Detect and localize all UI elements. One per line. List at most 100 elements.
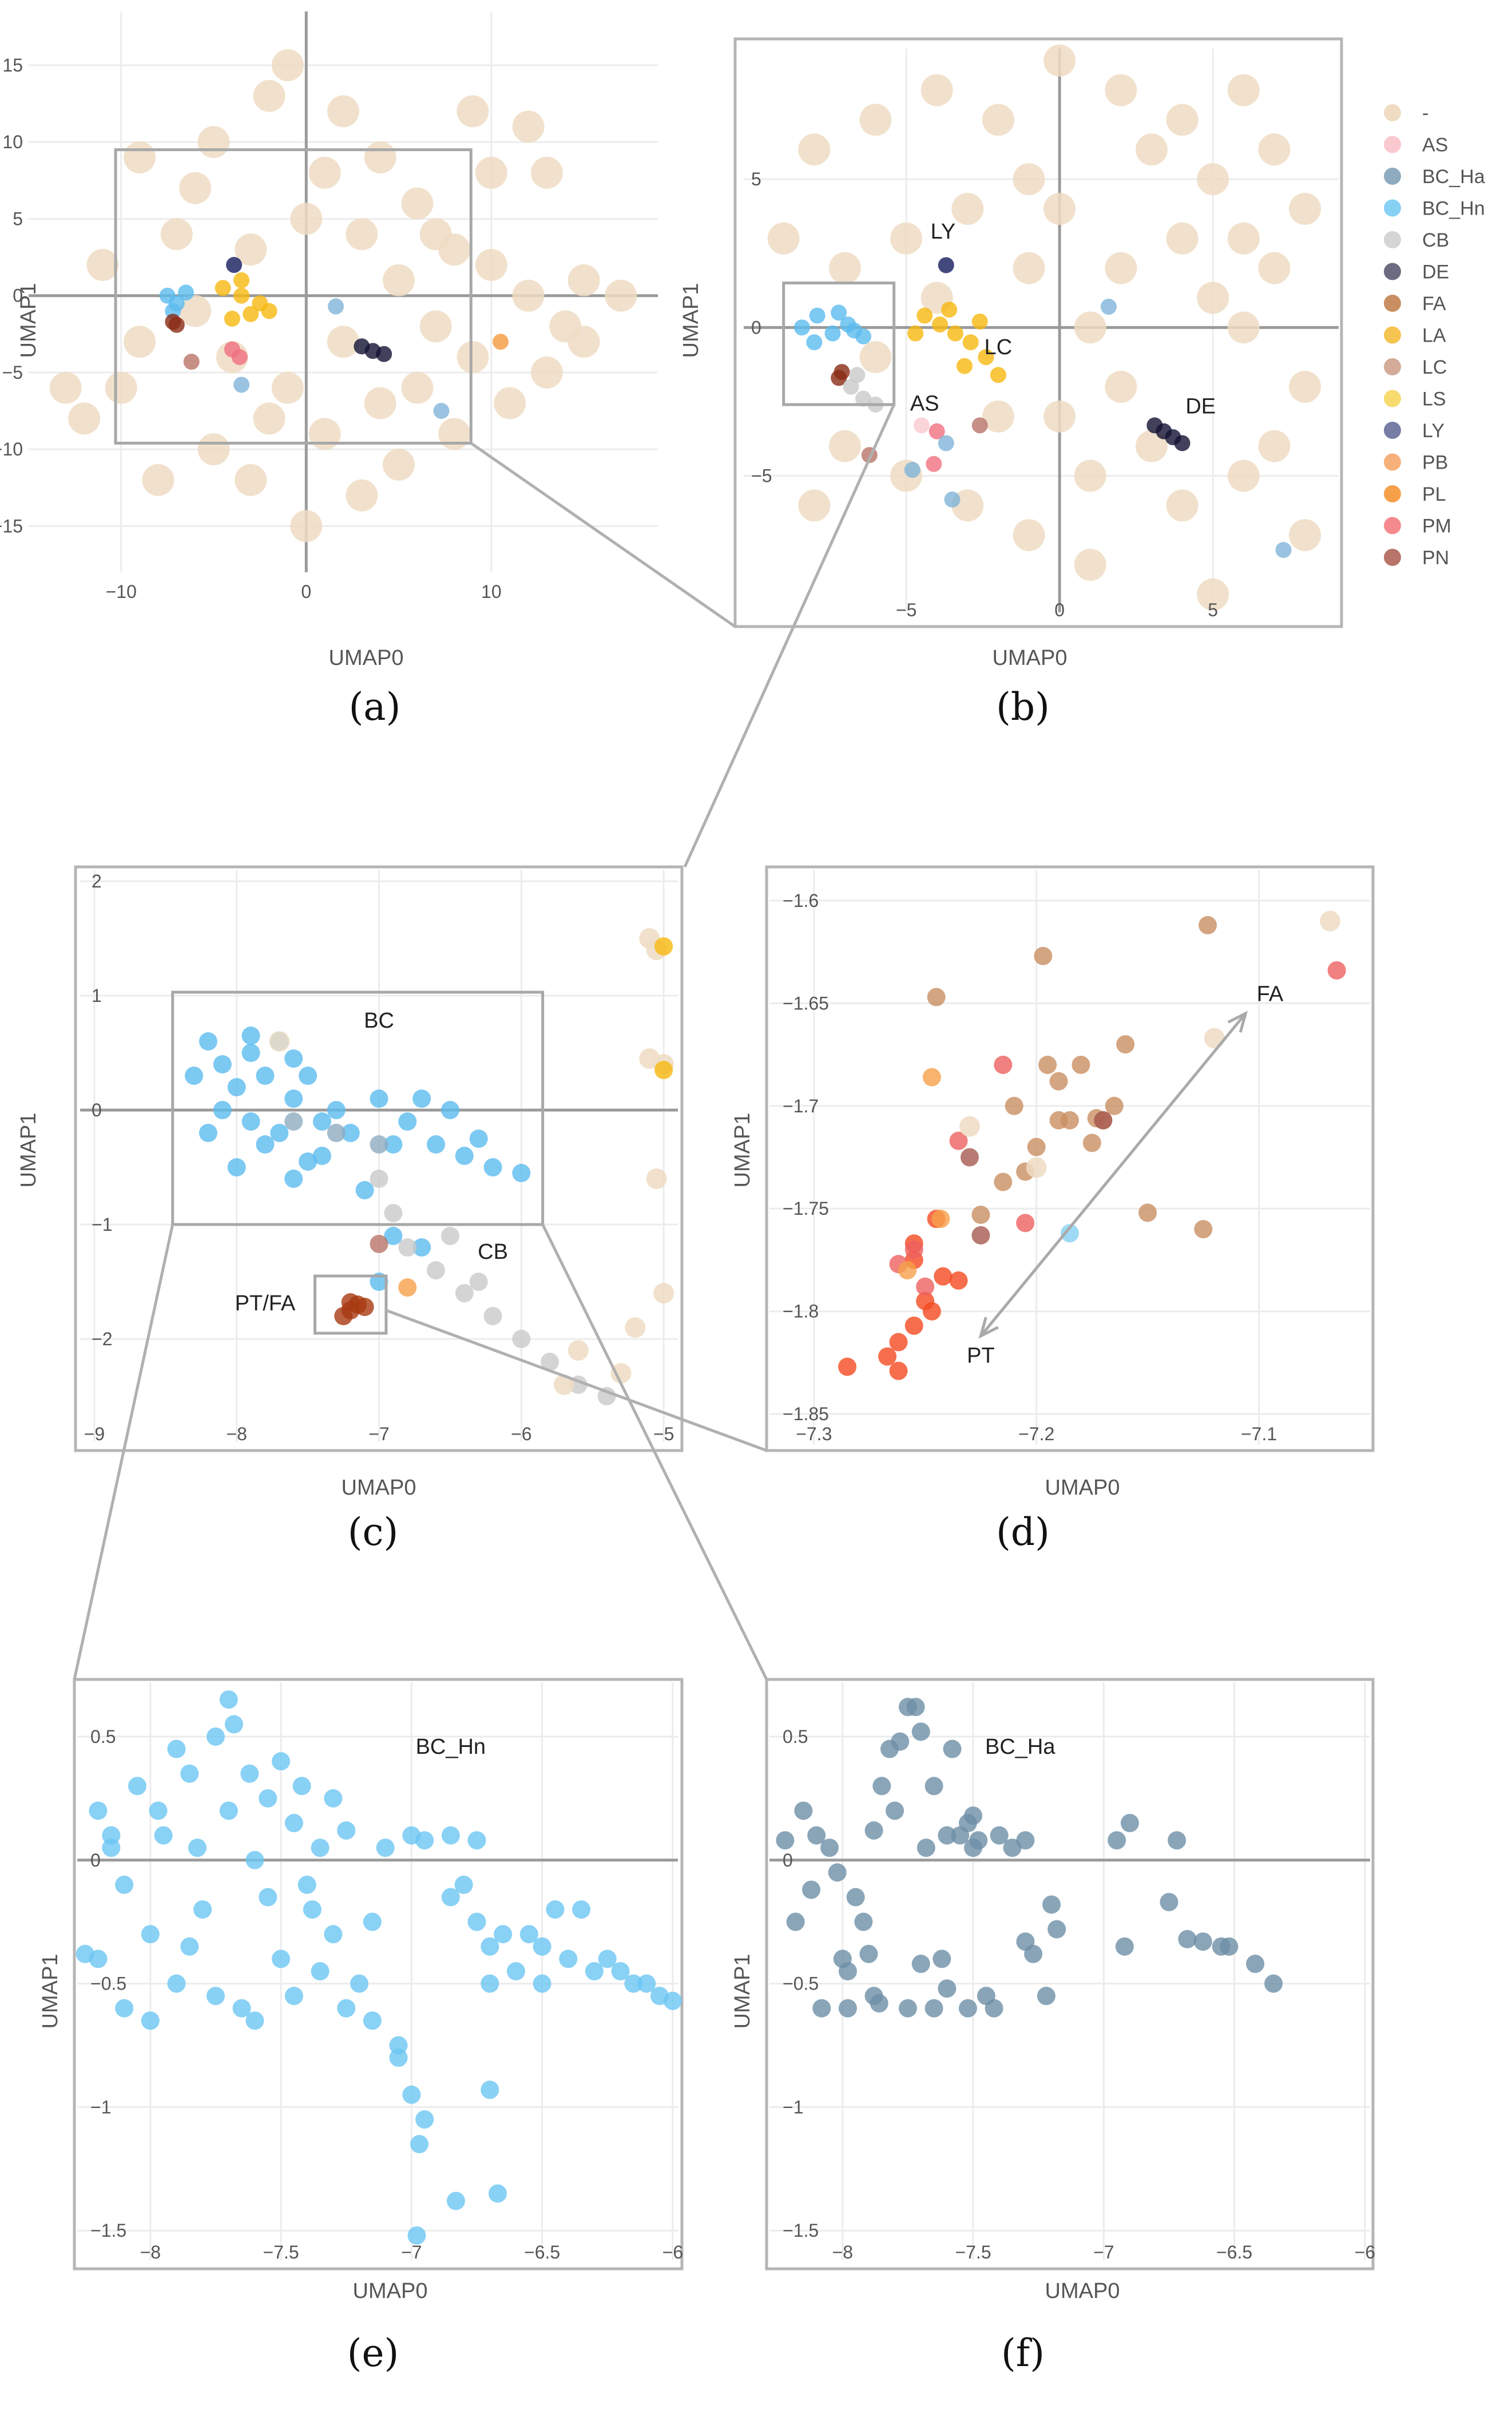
legend-label: FA (1422, 293, 1446, 315)
data-point (402, 2085, 421, 2104)
y-tick-label: −1.85 (783, 1404, 829, 1424)
legend-label: LA (1422, 325, 1446, 347)
data-point (226, 257, 243, 274)
y-tick-label: −15 (0, 516, 23, 536)
data-point (872, 1777, 891, 1796)
legend-label: BC_Hn (1422, 198, 1485, 220)
data-point (324, 1925, 343, 1944)
data-point (256, 1067, 275, 1085)
series-- (959, 910, 1340, 1178)
data-point (597, 1387, 616, 1405)
data-point (1264, 1974, 1283, 1993)
annotation-label: BC (364, 1009, 394, 1033)
series-DE (354, 338, 392, 362)
data-point (806, 334, 823, 351)
data-point (370, 1235, 388, 1253)
data-point (180, 1937, 199, 1956)
data-point (938, 435, 954, 451)
data-point (199, 1124, 217, 1142)
data-point (1289, 371, 1321, 403)
data-point (341, 1293, 360, 1311)
data-point (240, 1764, 259, 1783)
series-LY (938, 257, 954, 274)
series-LC (215, 272, 277, 327)
y-tick-label: 0 (92, 1100, 102, 1120)
data-point (481, 2081, 499, 2099)
data-point (1197, 282, 1229, 314)
x-tick-label: −7 (368, 1424, 389, 1444)
legend-swatch (1384, 549, 1401, 566)
data-point (284, 1089, 303, 1108)
y-axis-title: UMAP1 (17, 1113, 41, 1188)
legend-item: CB (1384, 229, 1449, 251)
data-point (1289, 192, 1321, 225)
data-point (227, 1158, 246, 1176)
data-point (846, 322, 862, 339)
data-point (1166, 104, 1199, 136)
data-point (1013, 252, 1045, 284)
data-point (962, 334, 979, 351)
data-point (1005, 1096, 1023, 1115)
legend-label: LC (1422, 356, 1447, 378)
y-tick-label: 0 (90, 1850, 101, 1871)
data-point (1105, 1096, 1124, 1115)
data-point (1105, 252, 1137, 284)
series-PN (183, 354, 200, 370)
data-point (284, 1112, 303, 1131)
zoom-connector-line (683, 404, 895, 868)
data-point (233, 287, 250, 304)
data-point (481, 1937, 499, 1956)
data-point (1027, 1138, 1046, 1156)
data-point (415, 1831, 434, 1850)
x-tick-label: 10 (481, 581, 502, 602)
data-point (197, 433, 230, 466)
data-point (951, 192, 984, 225)
data-point (475, 156, 507, 189)
legend-item: DE (1384, 261, 1449, 283)
data-point (654, 1061, 673, 1079)
panel-caption: (a) (349, 685, 401, 729)
data-point (646, 1168, 667, 1189)
data-point (389, 2048, 408, 2067)
series-CB (843, 367, 884, 413)
x-tick-label: −6 (511, 1424, 531, 1444)
data-point (311, 1962, 330, 1980)
y-axis-title: UMAP1 (17, 283, 41, 358)
data-point (160, 218, 193, 251)
data-point (944, 492, 961, 508)
data-point (961, 1148, 979, 1167)
data-point (311, 1838, 330, 1857)
data-point (605, 279, 637, 312)
data-point (341, 1124, 360, 1142)
data-point (941, 302, 958, 318)
data-point (1105, 74, 1137, 106)
series-BC_Ha (904, 299, 1292, 558)
data-point (197, 126, 230, 159)
data-point (410, 2135, 429, 2154)
legend-swatch (1384, 390, 1401, 407)
data-point (949, 1271, 968, 1290)
data-point (415, 2110, 434, 2129)
data-point (1258, 252, 1291, 284)
series-PL (493, 334, 509, 350)
data-point (364, 387, 396, 419)
y-tick-label: 2 (92, 871, 102, 891)
legend-swatch (1384, 517, 1401, 534)
data-point (559, 1950, 578, 1968)
data-point (982, 400, 1014, 433)
legend-item: FA (1384, 293, 1446, 315)
x-tick-label: −8 (226, 1424, 247, 1444)
series-BC_Ha (284, 1112, 388, 1154)
data-point (1166, 489, 1199, 522)
y-tick-label: 0.5 (90, 1726, 116, 1747)
data-point (1049, 1111, 1068, 1130)
panel-e: −8 −7.5 −7 −6.5 −6 −1.5 −1 −0.5 0 0.5 UMAP0 UMAP1 BC… (38, 1678, 684, 2375)
data-point (859, 1944, 878, 1963)
zoom-connector-line (541, 1223, 768, 1681)
data-point (438, 233, 471, 266)
data-point (982, 104, 1014, 136)
legend-item: PM (1384, 516, 1451, 537)
data-point (911, 1955, 930, 1974)
data-point (990, 1826, 1009, 1845)
data-point (76, 1944, 94, 1963)
